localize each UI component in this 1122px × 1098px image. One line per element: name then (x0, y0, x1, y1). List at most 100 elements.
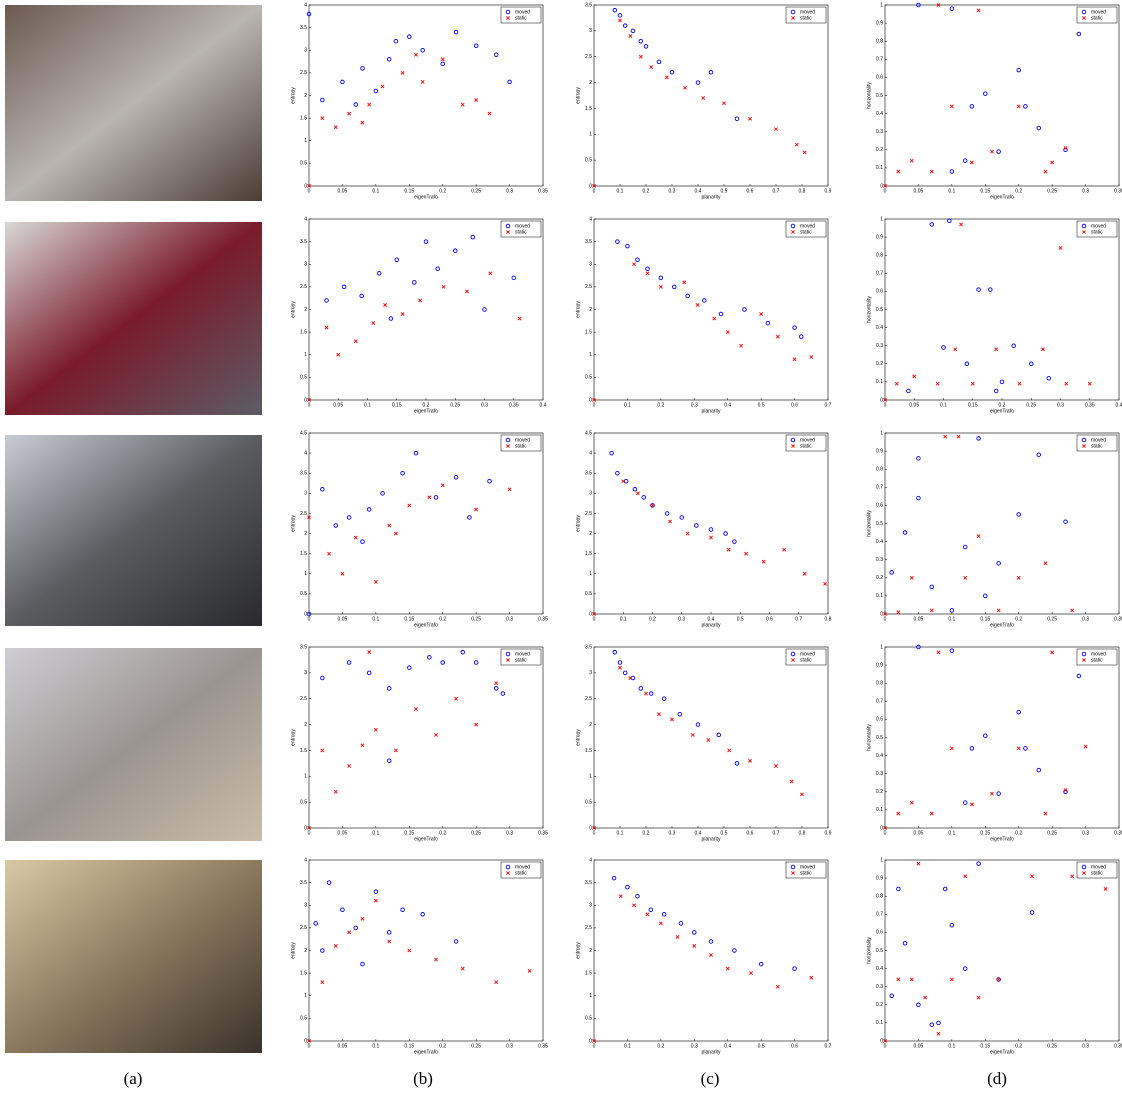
y-tick-label: 0.2 (876, 789, 883, 795)
plot-area (309, 5, 543, 186)
legend-label: static (515, 657, 527, 663)
y-tick-label: 3 (589, 670, 592, 676)
x-tick-label: 0.15 (980, 188, 990, 194)
x-tick-label: 0.3 (1082, 1043, 1089, 1049)
y-tick-label: 0.2 (876, 147, 883, 153)
x-tick-label: 0.6 (747, 188, 754, 194)
x-tick-label: 0 (884, 1043, 887, 1049)
x-tick-label: 0.05 (914, 1043, 924, 1049)
y-tick-label: 0.5 (876, 93, 883, 99)
y-tick-label: 0.5 (300, 1016, 307, 1022)
y-tick-label: 0.8 (876, 39, 883, 45)
x-tick-label: 0.15 (980, 830, 990, 836)
x-tick-label: 0.35 (1085, 402, 1095, 408)
legend-label: static (800, 229, 812, 235)
x-tick-label: 0.2 (439, 188, 446, 194)
y-tick-label: 2 (304, 93, 307, 99)
y-tick-label: 3 (304, 491, 307, 497)
y-tick-label: 0.7 (876, 699, 883, 705)
x-tick-label: 0.35 (1114, 1043, 1122, 1049)
x-tick-label: 0.2 (657, 402, 664, 408)
y-tick-label: 0.5 (876, 948, 883, 954)
y-tick-label: 3 (304, 262, 307, 268)
plot-area (885, 433, 1119, 614)
plot-area (594, 433, 828, 614)
x-tick-label: 0.35 (538, 616, 548, 622)
x-tick-label: 0.05 (914, 830, 924, 836)
plot-area (885, 219, 1119, 400)
y-tick-label: 0.2 (876, 361, 883, 367)
x-tick-label: 0.2 (439, 1043, 446, 1049)
y-tick-label: 3.5 (585, 239, 592, 245)
x-tick-label: 0.1 (372, 830, 379, 836)
x-axis-label: eigenTrafo (414, 408, 438, 414)
y-tick-label: 1 (304, 571, 307, 577)
photo (5, 5, 262, 201)
y-tick-label: 2 (304, 722, 307, 728)
x-axis-label: eigenTrafo (990, 408, 1014, 414)
caption: (c) (701, 1069, 720, 1088)
y-tick-label: 0.4 (876, 325, 883, 331)
y-tick-label: 0.5 (585, 591, 592, 597)
y-tick-label: 0.9 (876, 234, 883, 240)
y-tick-label: 0.8 (876, 681, 883, 687)
x-tick-label: 0.25 (1047, 188, 1057, 194)
x-tick-label: 0.35 (538, 188, 548, 194)
photo (5, 435, 262, 626)
plot-area (309, 647, 543, 828)
page: (a) (b) (c) (d) 00.050.10.150.20.250.30.… (0, 0, 1122, 1093)
y-tick-label: 1 (880, 216, 883, 222)
x-axis-label: eigenTrafo (990, 836, 1014, 842)
y-tick-label: 1.5 (300, 329, 307, 335)
x-tick-label: 0.1 (948, 830, 955, 836)
x-tick-label: 0 (884, 830, 887, 836)
scatter-chart: 00.050.10.150.20.250.30.3500.10.20.30.40… (866, 644, 1122, 842)
legend-label: static (1091, 657, 1103, 663)
y-tick-label: 1.5 (585, 970, 592, 976)
legend-label: static (515, 15, 527, 21)
y-tick-label: 2.5 (300, 511, 307, 517)
y-tick-label: 1.5 (300, 748, 307, 754)
x-axis-label: eigenTrafo (414, 1049, 438, 1055)
x-tick-label: 0.2 (439, 616, 446, 622)
y-tick-label: 3 (304, 48, 307, 54)
y-tick-label: 0 (880, 183, 883, 189)
y-tick-label: 0.1 (876, 1020, 883, 1026)
legend-label: static (1091, 443, 1103, 449)
x-tick-label: 0.05 (338, 1043, 348, 1049)
y-tick-label: 0.5 (585, 799, 592, 805)
x-tick-label: 0.05 (338, 616, 348, 622)
scatter-chart: 00.10.20.30.40.50.60.70.80.900.511.522.5… (575, 2, 831, 200)
x-tick-label: 0.25 (471, 830, 481, 836)
scatter-chart: 00.050.10.150.20.250.30.3500.511.522.533… (290, 430, 548, 628)
y-tick-label: 0.6 (876, 930, 883, 936)
x-tick-label: 0.7 (773, 188, 780, 194)
y-tick-label: 2.5 (585, 925, 592, 931)
x-tick-label: 0.25 (1047, 1043, 1057, 1049)
legend-label: static (515, 443, 527, 449)
y-tick-label: 0 (589, 183, 592, 189)
plot-area (594, 5, 828, 186)
y-tick-label: 0.5 (585, 157, 592, 163)
x-tick-label: 0.3 (506, 1043, 513, 1049)
x-tick-label: 0.3 (1082, 616, 1089, 622)
x-tick-label: 0.8 (799, 188, 806, 194)
x-axis-label: eigenTrafo (990, 622, 1014, 628)
y-axis-label: horizontality (866, 724, 872, 751)
y-axis-label: entropy (290, 942, 296, 959)
x-tick-label: 0.3 (1082, 188, 1089, 194)
scatter-chart: 00.050.10.150.20.250.30.3500.10.20.30.40… (866, 2, 1122, 200)
legend-label: static (1091, 870, 1103, 876)
y-tick-label: 3 (589, 491, 592, 497)
y-tick-label: 3 (589, 903, 592, 909)
x-tick-label: 0 (884, 402, 887, 408)
y-axis-label: entropy (575, 301, 581, 318)
y-tick-label: 2.5 (300, 70, 307, 76)
scatter-chart: 00.050.10.150.20.250.30.3500.511.522.533… (290, 644, 548, 842)
x-tick-label: 0.4 (1116, 402, 1122, 408)
y-tick-label: 0.7 (876, 271, 883, 277)
legend-label: static (800, 657, 812, 663)
x-tick-label: 0.2 (643, 830, 650, 836)
y-tick-label: 2 (304, 531, 307, 537)
y-tick-label: 4 (304, 857, 307, 863)
